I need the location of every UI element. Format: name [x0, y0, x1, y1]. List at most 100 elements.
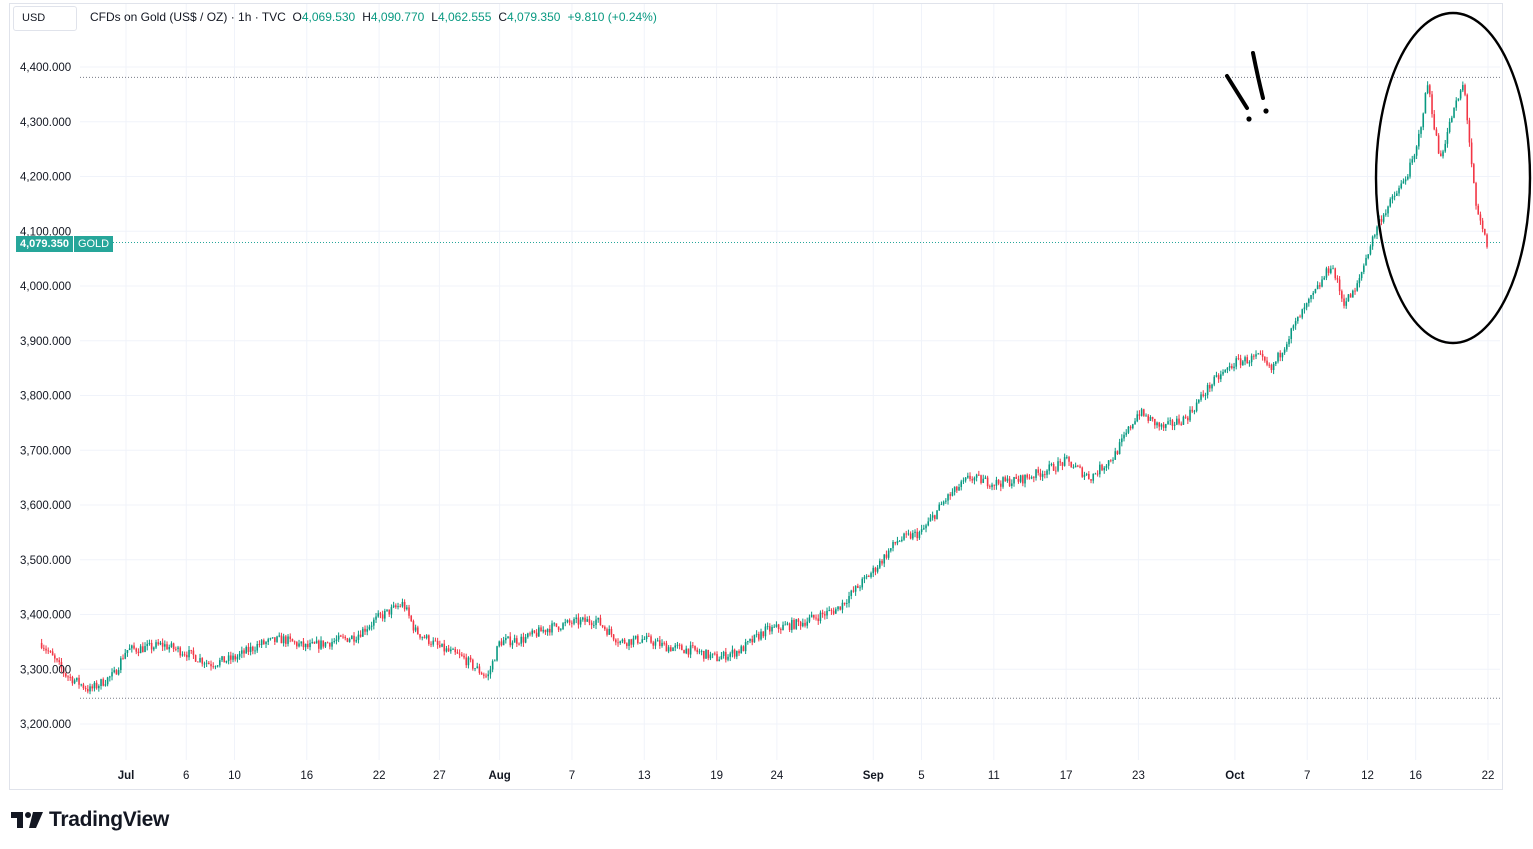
candle-body [1035, 469, 1037, 478]
candle-body [874, 567, 877, 572]
candle-body [425, 635, 428, 639]
candle-body [234, 655, 237, 660]
time-tick-label: 23 [1132, 770, 1145, 782]
candle-body [700, 650, 703, 652]
candle-body [256, 644, 259, 651]
candle-body [1347, 294, 1350, 302]
candle-body [208, 662, 210, 665]
candle-body [1297, 316, 1299, 322]
candle-body [1220, 374, 1222, 380]
candle-body [859, 587, 861, 589]
candle-body [329, 642, 331, 647]
candle-body [516, 638, 518, 644]
time-axis[interactable]: Jul 6 10 16 22 27 Aug 7 13 19 24 Sep 5 11 17 23 Oct 7 12 16… [118, 770, 1495, 782]
candle-body [683, 650, 685, 654]
candle-body [1110, 460, 1112, 462]
candle-body [454, 649, 457, 653]
candle-body [535, 632, 538, 637]
candle-body [544, 629, 547, 633]
price-tick-label: 4,400.000 [20, 62, 71, 74]
candle-body [100, 679, 102, 687]
candle-body [524, 637, 527, 643]
candle-body [546, 628, 549, 633]
candle-body [773, 626, 776, 628]
candle-body [687, 648, 690, 655]
candle-body [348, 639, 351, 642]
candle-body [157, 642, 160, 645]
candle-body [1444, 143, 1447, 152]
candle-body [1143, 409, 1145, 416]
candle-body [1231, 366, 1233, 369]
candle-body [1195, 402, 1198, 411]
candle-body [661, 642, 663, 646]
tradingview-logo[interactable]: TradingView [11, 808, 169, 832]
candle-body [531, 630, 534, 635]
candle-body [1006, 478, 1009, 482]
candle-body [1162, 424, 1165, 428]
candle-body [599, 617, 602, 626]
candle-body [1057, 461, 1059, 471]
price-tick-label: 3,800.000 [20, 391, 71, 403]
candle-body [1398, 188, 1400, 194]
candle-body [113, 670, 116, 673]
candle-body [1473, 164, 1475, 184]
candle-body [1360, 271, 1363, 279]
candle-body [619, 641, 622, 644]
candle-body [1433, 114, 1436, 130]
candle-body [49, 651, 52, 653]
candle-body [597, 617, 600, 620]
candle-body [285, 636, 287, 644]
candle-body [353, 635, 355, 642]
candle-body [993, 484, 996, 486]
candle-body [1070, 461, 1073, 468]
candle-body [1011, 483, 1013, 486]
time-tick-label: 7 [569, 770, 575, 782]
candle-body [1303, 307, 1306, 310]
grid [80, 4, 1500, 760]
candle-body [863, 577, 866, 579]
open-value: 4,069.530 [301, 10, 356, 24]
candle-body [472, 659, 474, 669]
candle-body [430, 643, 432, 645]
candle-body [1015, 477, 1018, 479]
candle-body [434, 640, 437, 642]
candle-body [1224, 369, 1227, 372]
candle-body [1046, 470, 1048, 475]
candle-body [1068, 457, 1070, 462]
candle-body [1365, 258, 1367, 266]
candle-body [142, 646, 144, 653]
candle-body [300, 641, 303, 644]
candle-body [551, 623, 553, 633]
candle-body [1079, 466, 1081, 468]
candle-body [835, 609, 837, 614]
candle-body [87, 689, 89, 692]
candle-body [1066, 457, 1068, 458]
candle-body [648, 635, 650, 637]
candle-body [502, 640, 505, 646]
candle-body [67, 676, 69, 678]
candle-body [445, 648, 448, 652]
candle-body [606, 629, 608, 635]
candle-body [441, 643, 443, 647]
candle-body [1037, 469, 1040, 473]
candle-body [1237, 358, 1240, 360]
candle-body [60, 661, 63, 669]
candle-body [1486, 234, 1488, 247]
candle-body [71, 677, 74, 684]
candle-body [824, 614, 826, 616]
price-axis[interactable]: 4,400.000 4,300.000 4,200.000 4,100.000 4,00… [20, 62, 71, 731]
time-tick-label: 5 [918, 770, 924, 782]
candle-body [925, 525, 927, 529]
candle-body [729, 653, 732, 657]
candle-body [659, 640, 661, 646]
candle-body [995, 479, 998, 486]
candle-body [447, 648, 450, 652]
candle-body [1242, 361, 1244, 366]
currency-selector[interactable]: USD [13, 6, 77, 31]
candle-body [40, 642, 43, 648]
candle-body [786, 623, 789, 625]
candle-body [1429, 85, 1431, 95]
candle-body [128, 648, 131, 651]
candle-body [797, 619, 800, 622]
